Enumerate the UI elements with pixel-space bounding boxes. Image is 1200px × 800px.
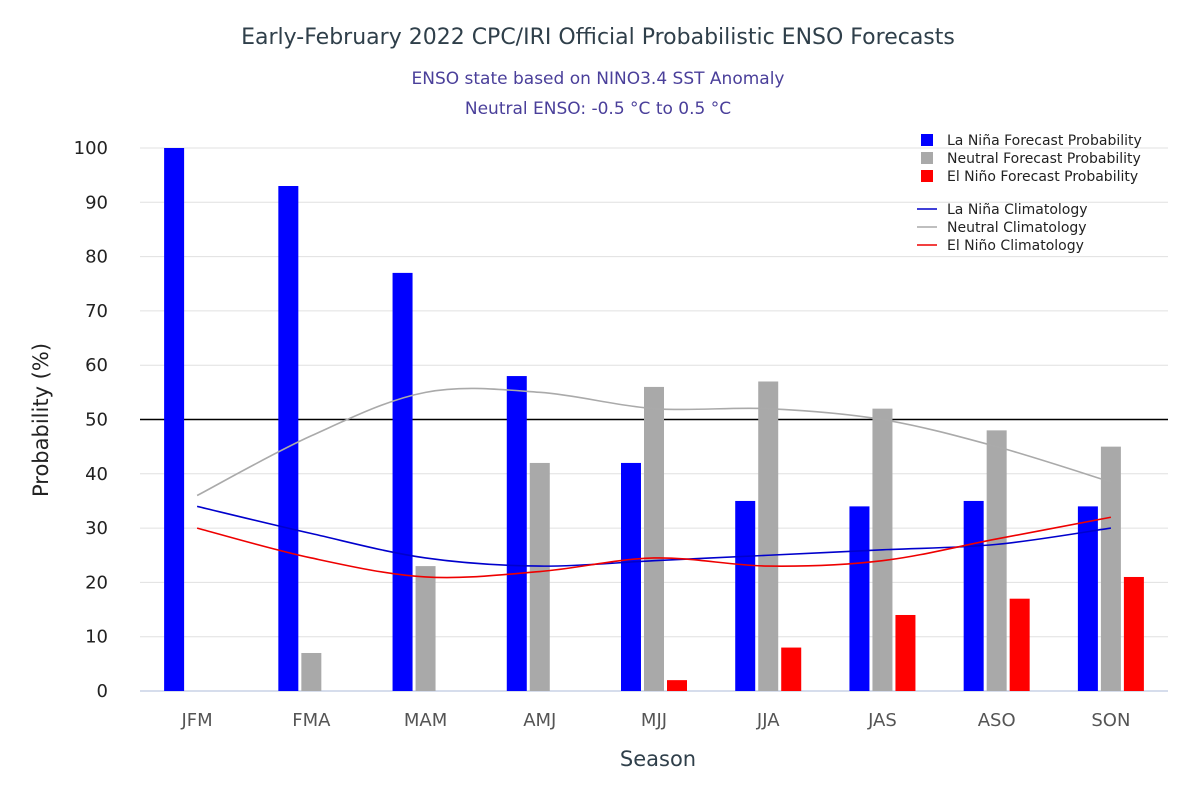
y-tick-label-70: 70	[85, 301, 108, 322]
legend-swatch-1	[921, 152, 933, 164]
legend-label-1: Neutral Forecast Probability	[947, 151, 1141, 167]
x-tick-label-JJA: JJA	[756, 710, 780, 731]
line-el-climatology	[196, 516, 1112, 579]
y-tick-label-80: 80	[85, 247, 108, 268]
bar-neutral-MAM	[415, 566, 436, 691]
bar-la-JJA	[735, 500, 756, 691]
bar-el-ASO	[1009, 598, 1030, 691]
x-tick-label-ASO: ASO	[978, 710, 1016, 731]
y-tick-label-30: 30	[85, 518, 108, 539]
legend-label-0: La Niña Forecast Probability	[947, 133, 1142, 149]
y-tick-label-60: 60	[85, 355, 108, 376]
legend-line-label-0: La Niña Climatology	[947, 202, 1088, 218]
legend-swatch-2	[921, 170, 933, 182]
bars	[164, 148, 1144, 691]
x-axis-title: Season	[620, 747, 696, 771]
y-axis-ticks: 0 10 20 30 40 50 60 70 80 90 100	[74, 138, 108, 702]
bar-la-AMJ	[506, 376, 527, 691]
bar-el-JJA	[781, 647, 802, 691]
bar-neutral-FMA	[301, 652, 322, 691]
legend-line-label-1: Neutral Climatology	[947, 220, 1087, 236]
bar-el-MJJ	[667, 680, 687, 691]
y-tick-label-40: 40	[85, 464, 108, 485]
line-neutral-climatology	[196, 387, 1112, 497]
x-tick-label-MAM: MAM	[404, 710, 447, 731]
x-tick-label-MJJ: MJJ	[641, 710, 667, 731]
chart-subtitle-line-1: ENSO state based on NINO3.4 SST Anomaly	[411, 69, 784, 89]
x-tick-label-AMJ: AMJ	[523, 710, 556, 731]
legend: La Niña Forecast Probability Neutral Fore…	[917, 133, 1142, 254]
bar-el-SON	[1123, 576, 1144, 691]
bar-neutral-SON	[1100, 446, 1121, 691]
legend-label-2: El Niño Forecast Probability	[947, 169, 1138, 185]
y-tick-label-100: 100	[74, 138, 108, 159]
y-tick-label-10: 10	[85, 627, 108, 648]
bar-la-JAS	[849, 506, 870, 691]
x-tick-label-JAS: JAS	[867, 710, 897, 731]
bar-la-MJJ	[621, 462, 641, 691]
x-tick-label-SON: SON	[1091, 710, 1130, 731]
x-tick-label-FMA: FMA	[292, 710, 331, 731]
bar-neutral-JJA	[758, 381, 779, 691]
y-tick-label-20: 20	[85, 572, 108, 593]
chart-subtitle-line-2: Neutral ENSO: -0.5 °C to 0.5 °C	[465, 99, 731, 119]
x-tick-label-JFM: JFM	[181, 710, 213, 731]
bar-neutral-AMJ	[529, 462, 550, 691]
bar-la-SON	[1077, 506, 1098, 691]
legend-line-label-2: El Niño Climatology	[947, 238, 1084, 254]
chart-title: Early-February 2022 CPC/IRI Official Pro…	[241, 25, 955, 50]
y-axis-title: Probability (%)	[29, 343, 53, 497]
x-axis-ticks: JFM FMA MAM AMJ MJJ JJA JAS ASO SON	[181, 710, 1131, 731]
bar-el-JAS	[895, 614, 916, 691]
legend-swatch-0	[921, 134, 933, 146]
y-tick-label-50: 50	[85, 410, 108, 431]
bar-neutral-MJJ	[644, 386, 664, 691]
bar-la-FMA	[278, 186, 299, 691]
y-tick-label-0: 0	[97, 681, 108, 702]
bar-la-JFM	[164, 148, 185, 691]
climatology-lines	[196, 387, 1112, 579]
bar-la-MAM	[392, 272, 413, 691]
bar-la-ASO	[963, 500, 984, 691]
y-tick-label-90: 90	[85, 192, 108, 213]
bar-neutral-ASO	[986, 430, 1007, 691]
